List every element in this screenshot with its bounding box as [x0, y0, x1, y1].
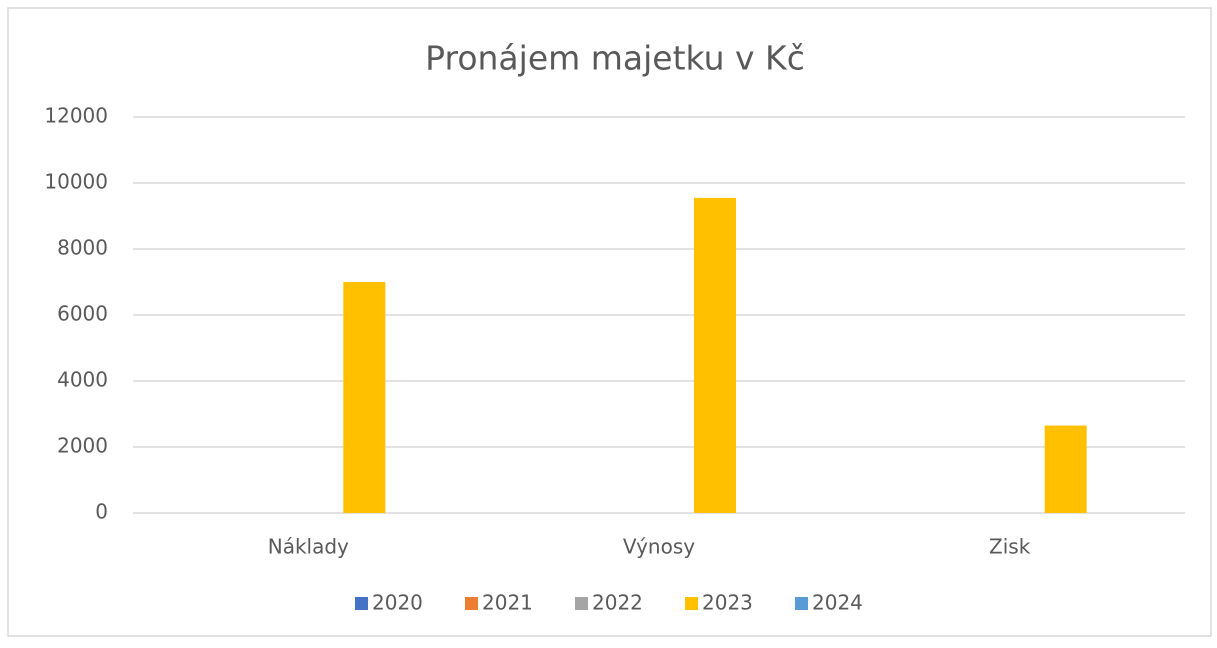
y-tick-label: 12000	[44, 104, 108, 128]
legend-label: 2024	[812, 591, 863, 615]
legend-swatch	[465, 597, 478, 610]
y-tick-label: 10000	[44, 170, 108, 194]
y-tick-label: 2000	[57, 434, 108, 458]
legend-swatch	[575, 597, 588, 610]
bar	[1044, 425, 1087, 513]
legend-swatch	[795, 597, 808, 610]
y-tick-label: 6000	[57, 302, 108, 326]
legend-swatch	[355, 597, 368, 610]
legend-label: 2021	[482, 591, 533, 615]
chart-frame	[7, 7, 1212, 637]
bar	[343, 282, 386, 513]
x-tick-label: Zisk	[989, 535, 1031, 559]
y-tick-label: 4000	[57, 368, 108, 392]
legend-label: 2020	[372, 591, 423, 615]
chart-title: Pronájem majetku v Kč	[425, 39, 805, 78]
legend-swatch	[685, 597, 698, 610]
y-tick-label: 8000	[57, 236, 108, 260]
bar	[694, 197, 736, 513]
x-tick-label: Výnosy	[623, 535, 695, 559]
legend-label: 2023	[702, 591, 753, 615]
y-tick-label: 0	[95, 500, 108, 524]
legend-label: 2022	[592, 591, 643, 615]
x-tick-label: Náklady	[268, 535, 349, 559]
